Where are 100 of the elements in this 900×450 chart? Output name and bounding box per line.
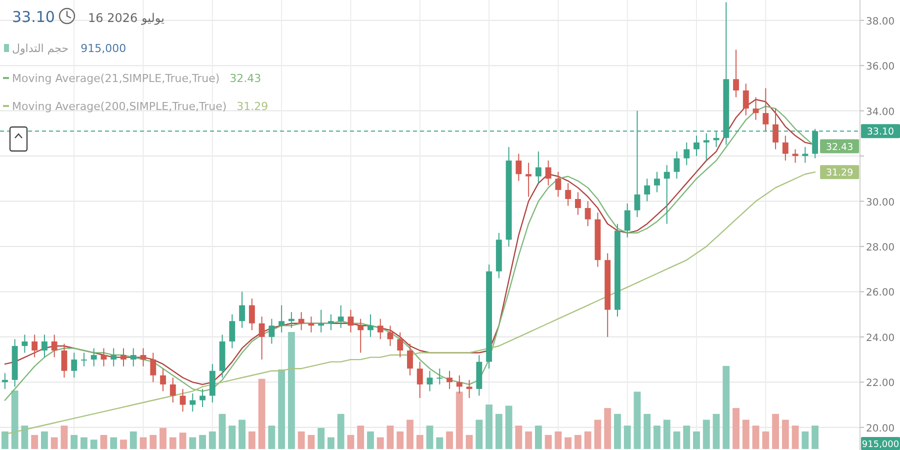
candlestick xyxy=(407,343,413,376)
annotation: 33.10 xyxy=(12,8,55,26)
candlestick xyxy=(51,334,58,358)
bar xyxy=(752,426,760,449)
data-label: 32.43 xyxy=(826,142,854,153)
y-tick-label: 28.00 xyxy=(866,242,895,254)
bar xyxy=(446,431,453,449)
candlestick xyxy=(120,348,126,367)
candlestick xyxy=(535,151,542,184)
y-tick-label: 34.00 xyxy=(866,106,895,118)
candlestick xyxy=(200,388,206,408)
candlestick xyxy=(545,160,552,186)
candlestick xyxy=(338,304,344,328)
candlestick xyxy=(466,379,472,398)
bar xyxy=(702,420,710,449)
bar xyxy=(21,426,28,449)
candlestick xyxy=(278,304,285,333)
candlestick xyxy=(684,142,690,166)
bar xyxy=(238,420,246,449)
bar xyxy=(663,420,670,449)
bar xyxy=(90,440,98,449)
candlestick xyxy=(368,314,374,338)
bar xyxy=(376,437,384,449)
bar xyxy=(693,431,700,449)
candlestick xyxy=(110,348,117,367)
bar xyxy=(486,404,492,449)
candlestick xyxy=(348,309,354,333)
bar xyxy=(11,390,18,449)
bar xyxy=(248,431,256,449)
data-label: 31.29 xyxy=(826,168,854,179)
bar xyxy=(70,434,78,449)
bar xyxy=(169,437,176,449)
candlestick xyxy=(624,203,630,238)
bar xyxy=(189,437,196,449)
candlestick xyxy=(762,88,769,132)
bar xyxy=(762,431,770,449)
candlestick xyxy=(328,314,334,331)
bar xyxy=(298,431,305,449)
candlestick xyxy=(674,151,680,180)
bar xyxy=(41,431,48,449)
bar xyxy=(574,434,582,449)
candlestick xyxy=(416,361,423,398)
bar xyxy=(544,434,552,449)
legend-label: Moving Average(21,SIMPLE,True,True) xyxy=(12,72,220,85)
bar xyxy=(328,437,334,449)
candlestick xyxy=(526,162,532,198)
bar xyxy=(228,426,236,449)
bar xyxy=(466,434,473,449)
bar xyxy=(436,437,444,449)
candlestick xyxy=(733,49,739,98)
bar xyxy=(782,420,789,449)
candlestick xyxy=(180,388,186,412)
text: 915,000 xyxy=(80,42,126,55)
bar xyxy=(683,426,690,449)
candlestick xyxy=(358,318,364,354)
bar xyxy=(654,426,660,449)
bar xyxy=(160,428,166,449)
bar xyxy=(337,414,344,449)
candlestick xyxy=(664,164,670,224)
legend-label: حجم التداول xyxy=(12,42,69,55)
bar xyxy=(218,414,226,449)
bar xyxy=(812,426,819,449)
bar xyxy=(772,414,779,449)
candlestick xyxy=(584,200,591,227)
bar xyxy=(554,431,562,449)
candlestick xyxy=(772,108,779,150)
candlestick xyxy=(516,153,522,182)
candlestick xyxy=(170,377,176,404)
bar xyxy=(534,426,542,449)
candlestick xyxy=(90,348,97,367)
bar xyxy=(712,414,720,449)
bar xyxy=(456,392,463,449)
legend-label: Moving Average(200,SIMPLE,True,True) xyxy=(12,100,227,113)
text: 915,000 xyxy=(862,440,900,450)
bar xyxy=(584,431,592,449)
bar xyxy=(505,406,512,449)
candlestick xyxy=(574,192,581,216)
candlestick xyxy=(426,370,433,392)
bar xyxy=(367,431,374,449)
bar xyxy=(140,437,147,449)
bar xyxy=(742,420,750,449)
candlestick xyxy=(248,298,255,331)
y-tick-label: 26.00 xyxy=(866,288,895,299)
bar xyxy=(614,414,621,449)
y-tick-label: 30.00 xyxy=(866,197,895,208)
candlestick xyxy=(61,343,68,378)
candlestick xyxy=(268,318,275,344)
candlestick xyxy=(555,171,562,198)
bar xyxy=(673,431,680,449)
candlestick xyxy=(22,334,28,354)
y-tick-label: 24.00 xyxy=(866,332,895,344)
bar xyxy=(564,437,572,449)
bar xyxy=(624,426,631,449)
candlestick xyxy=(100,348,107,367)
bar xyxy=(288,332,295,449)
y-tick-label: 22.00 xyxy=(866,378,895,390)
bar xyxy=(80,437,88,449)
bar xyxy=(208,431,216,449)
bar xyxy=(476,420,483,449)
bar xyxy=(130,431,137,449)
